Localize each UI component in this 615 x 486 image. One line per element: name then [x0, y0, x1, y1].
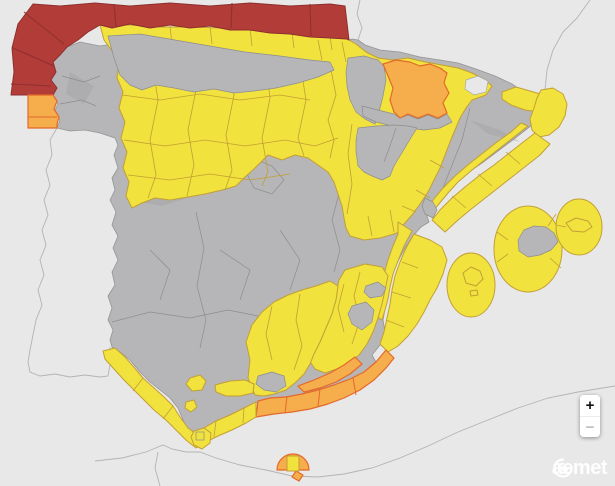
- marine-zone-divider: [132, 377, 144, 392]
- galicia-west-marine-band-orange[interactable]: [27, 94, 60, 129]
- galicia-relief: [66, 72, 94, 104]
- marine-zone-divider: [23, 11, 65, 45]
- region-huesca-pyrenees-orange[interactable]: [382, 59, 450, 119]
- marine-zone-divider: [496, 231, 509, 241]
- ceuta-municipality-outline: [195, 431, 205, 441]
- marine-zone-divider: [242, 407, 245, 424]
- formentera-island[interactable]: [469, 289, 479, 297]
- africa-coastline: [94, 385, 615, 478]
- marine-zone-divider: [547, 213, 557, 227]
- province-line: [293, 293, 303, 371]
- balearic-warnings[interactable]: [446, 198, 603, 318]
- province-line: [415, 189, 431, 199]
- province-line: [337, 283, 345, 333]
- france-atlantic-coastline: [356, 0, 363, 41]
- murcia-gray-patch: [347, 301, 375, 331]
- menorca-island[interactable]: [565, 217, 593, 233]
- small-yellow-patch[interactable]: [184, 399, 198, 413]
- province-line: [401, 205, 417, 213]
- marine-zone-divider: [555, 224, 567, 228]
- region-melilla-yellow[interactable]: [286, 455, 300, 472]
- alboran-marine-band-orange[interactable]: [255, 349, 395, 418]
- marine-zone-divider: [401, 261, 419, 269]
- province-line: [346, 123, 353, 215]
- zaragoza-wedge-gray[interactable]: [355, 124, 418, 181]
- malaga-coast-land-strip[interactable]: [214, 379, 255, 397]
- province-line: [389, 209, 395, 233]
- ibiza-island[interactable]: [462, 266, 484, 287]
- melilla-orange-tail[interactable]: [291, 470, 304, 482]
- province-line: [123, 137, 339, 147]
- marine-zone-divider: [230, 2, 233, 29]
- province-line: [147, 61, 159, 199]
- marine-zone-divider: [12, 47, 55, 67]
- province-line: [317, 39, 323, 61]
- grazalema-yellow-patch[interactable]: [185, 374, 207, 392]
- granada-coast-land-strip-orange[interactable]: [297, 356, 363, 393]
- province-line: [111, 309, 259, 323]
- north-marine-warnings[interactable]: [10, 2, 350, 129]
- province-line: [367, 215, 373, 237]
- melilla-warnings[interactable]: [276, 453, 310, 482]
- cadiz-strait-marine-band[interactable]: [102, 347, 257, 449]
- province-line: [429, 159, 445, 169]
- province-line: [327, 64, 337, 159]
- river-line: [383, 127, 397, 163]
- province-line: [279, 229, 301, 291]
- region-eastern-andalusia[interactable]: [245, 280, 339, 397]
- mallorca-island-gray[interactable]: [517, 225, 559, 258]
- zoom-in-button[interactable]: +: [580, 395, 600, 416]
- province-line: [439, 107, 471, 197]
- marine-zone-divider: [391, 291, 412, 299]
- ebro-delta-gray: [421, 197, 438, 219]
- north-coast-marine-band-red[interactable]: [10, 2, 350, 96]
- province-line: [331, 189, 341, 273]
- marine-zone-divider: [213, 420, 217, 438]
- zoom-control[interactable]: + −: [580, 395, 600, 437]
- africa-border-line: [154, 451, 161, 486]
- zoom-out-button[interactable]: −: [580, 416, 600, 437]
- marine-zone-divider: [549, 257, 562, 269]
- province-line: [121, 93, 311, 101]
- province-line: [219, 249, 251, 301]
- catalan-coast-marine-band[interactable]: [431, 132, 551, 233]
- south-warnings[interactable]: [102, 280, 395, 450]
- marine-zone-divider: [113, 3, 117, 28]
- province-line: [59, 99, 97, 107]
- province-line: [127, 173, 291, 181]
- marine-zone-divider: [385, 319, 405, 328]
- no-data-province[interactable]: [464, 75, 489, 96]
- portugal-outline: [27, 127, 112, 378]
- marine-zone-divider: [10, 83, 52, 87]
- sierra-nevada-gray: [255, 371, 287, 393]
- province-line: [249, 27, 253, 47]
- marine-zone-divider: [496, 253, 509, 263]
- province-line: [209, 25, 213, 45]
- province-line: [265, 305, 273, 361]
- marine-zone-divider: [505, 151, 521, 165]
- province-line: [195, 211, 207, 349]
- marine-zone-divider: [352, 377, 357, 396]
- province-borders-gray: [59, 75, 471, 349]
- valencia-marine-band[interactable]: [379, 233, 448, 353]
- no-warning-overlays[interactable]: [107, 33, 489, 181]
- province-line: [61, 75, 101, 83]
- marine-zone-divider: [317, 388, 321, 407]
- marine-zone-divider: [451, 195, 467, 209]
- cantabrian-mountains-gray[interactable]: [107, 33, 335, 94]
- marine-zone-divider: [162, 405, 174, 420]
- marine-zone-divider: [284, 395, 288, 414]
- catalonia-warnings[interactable]: [421, 86, 568, 233]
- murcia-gray-patch-2: [363, 281, 387, 299]
- marine-zone-divider: [309, 3, 312, 37]
- costa-brava-marine-band[interactable]: [529, 87, 568, 138]
- province-line: [149, 249, 171, 301]
- province-line: [341, 41, 347, 63]
- east-coast-warnings[interactable]: [308, 221, 448, 374]
- marine-zone-divider: [477, 173, 493, 187]
